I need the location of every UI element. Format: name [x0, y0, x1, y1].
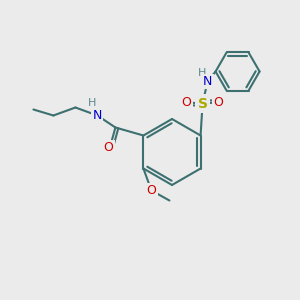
Text: O: O	[182, 96, 191, 109]
Text: H: H	[88, 98, 97, 107]
Text: H: H	[197, 68, 206, 77]
Text: S: S	[198, 97, 208, 110]
Text: N: N	[93, 109, 102, 122]
Text: N: N	[203, 75, 212, 88]
Text: O: O	[103, 141, 113, 154]
Text: O: O	[146, 184, 156, 197]
Text: O: O	[214, 96, 224, 109]
